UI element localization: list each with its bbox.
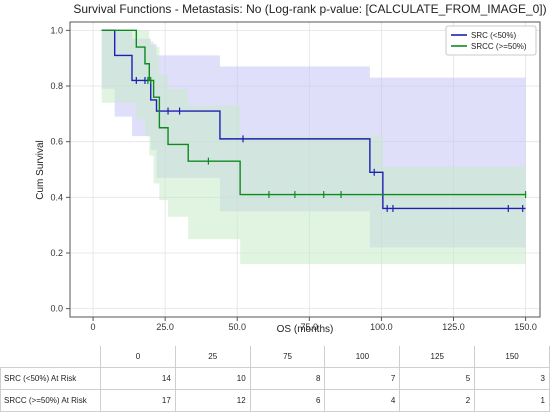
risk-count-cell: 14	[100, 367, 176, 390]
x-tick-label: 50.0	[228, 322, 246, 332]
risk-table-header-cell: 150	[474, 346, 550, 368]
risk-table-header-cell: 125	[399, 346, 476, 368]
risk-table-header-cell: 100	[324, 346, 401, 368]
risk-table-row: SRC (<50%) At Risk 14 10 8 7 5 3	[0, 367, 550, 390]
x-tick-label: 125.0	[442, 322, 465, 332]
risk-count-cell: 3	[474, 367, 550, 390]
risk-count-cell: 1	[474, 389, 550, 412]
chart-title: Survival Functions - Metastasis: No (Log…	[73, 2, 546, 16]
y-axis-label: Cum Survival	[35, 140, 46, 199]
plot-frame	[69, 21, 541, 318]
y-tick-label: 0.2	[50, 248, 63, 258]
y-tick-label: 1.0	[50, 25, 63, 35]
risk-count-cell: 6	[249, 389, 326, 412]
risk-table-header: 0 25 75 100 125 150	[1, 346, 550, 368]
legend-entry-label: SRCC (>=50%)	[471, 42, 527, 51]
y-tick-label: 0.8	[50, 81, 63, 91]
legend-entry-label: SRC (<50%)	[471, 31, 516, 40]
risk-table-corner	[1, 346, 101, 368]
risk-table-header-cell: 75	[249, 346, 326, 368]
y-tick-label: 0.0	[50, 304, 63, 314]
risk-count-cell: 7	[324, 367, 401, 390]
risk-count-cell: 8	[249, 367, 326, 390]
legend-frame	[445, 25, 537, 56]
risk-count-cell: 12	[174, 389, 251, 412]
risk-table-header-cell: 25	[174, 346, 251, 368]
legend: SRC (<50%) SRCC (>=50%)	[445, 25, 537, 56]
x-tick-label: 150.0	[514, 322, 537, 332]
survival-line-series-0	[101, 29, 526, 210]
risk-count-cell: 17	[100, 389, 176, 412]
y-tick-label: 0.6	[50, 137, 63, 147]
survival-chart: Survival Functions - Metastasis: No (Log…	[35, 2, 547, 335]
x-tick-label: 75.0	[301, 322, 319, 332]
at-risk-table: 0 25 75 100 125 150 SRC (<50%) At Risk 14 10 8 7 5…	[0, 346, 550, 412]
survival-line-series-1	[101, 29, 526, 196]
risk-count-cell: 2	[399, 389, 476, 412]
risk-row-label: SRC (<50%) At Risk	[0, 367, 101, 390]
x-tick-label: 25.0	[156, 322, 174, 332]
risk-table-row: SRCC (>=50%) At Risk 17 12 6 4 2 1	[0, 389, 550, 412]
x-tick-label: 100.0	[370, 322, 393, 332]
risk-table-header-cell: 0	[100, 346, 176, 368]
risk-row-label: SRCC (>=50%) At Risk	[0, 389, 101, 412]
x-tick-label: 0	[91, 322, 96, 332]
risk-count-cell: 10	[174, 367, 251, 390]
risk-count-cell: 5	[399, 367, 476, 390]
y-tick-label: 0.4	[50, 192, 63, 202]
ci-band-series-1	[101, 30, 526, 265]
x-axis-label: OS (months)	[277, 324, 334, 335]
risk-count-cell: 4	[324, 389, 401, 412]
